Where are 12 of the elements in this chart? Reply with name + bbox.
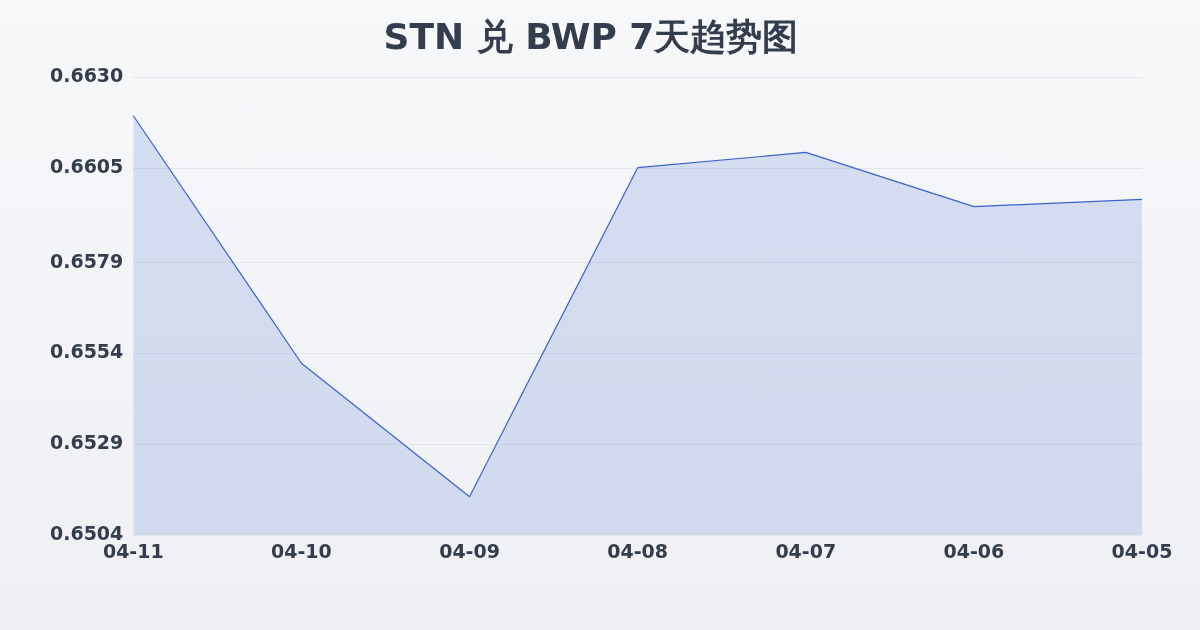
x-tick-label: 04-09 (439, 539, 500, 562)
y-tick-label: 0.6630 (49, 64, 124, 87)
x-tick-label: 04-10 (271, 539, 332, 562)
x-tick-label: 04-08 (607, 539, 669, 562)
y-tick-label: 0.6554 (49, 340, 124, 363)
x-tick-label: 04-06 (943, 539, 1005, 562)
y-tick-label: 0.6579 (49, 249, 124, 272)
y-tick-label: 0.6529 (49, 431, 124, 454)
chart-title: STN 兑 BWP 7天趋势图 (383, 15, 799, 57)
x-tick-label: 04-05 (1111, 539, 1173, 562)
x-tick-label: 04-07 (775, 539, 837, 562)
y-tick-label: 0.6605 (49, 155, 124, 178)
